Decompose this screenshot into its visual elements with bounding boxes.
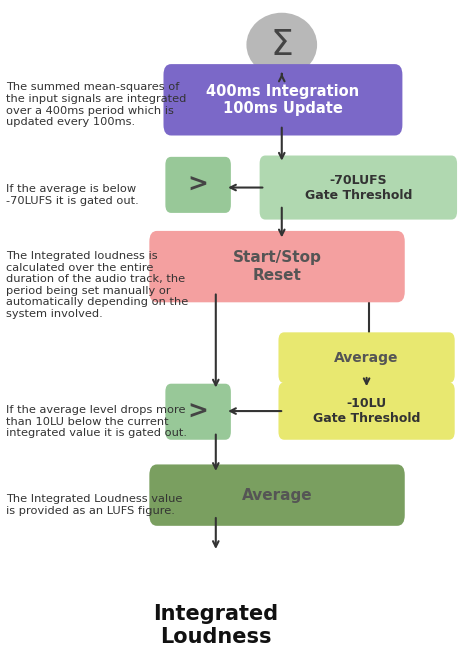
Text: The Integrated Loudness value
is provided as an LUFS figure.: The Integrated Loudness value is provide…: [6, 494, 182, 516]
Text: >: >: [188, 400, 209, 423]
Text: 400ms Integration
100ms Update: 400ms Integration 100ms Update: [206, 84, 359, 116]
FancyBboxPatch shape: [165, 157, 231, 213]
Text: Integrated
Loudness: Integrated Loudness: [153, 604, 278, 647]
Text: Start/Stop
Reset: Start/Stop Reset: [233, 251, 321, 283]
Text: Σ: Σ: [270, 27, 293, 62]
Text: The summed mean-squares of
the input signals are integrated
over a 400ms period : The summed mean-squares of the input sig…: [6, 82, 186, 127]
Ellipse shape: [246, 13, 317, 77]
Text: Average: Average: [334, 350, 399, 364]
FancyBboxPatch shape: [278, 332, 455, 383]
FancyBboxPatch shape: [149, 231, 405, 302]
Text: >: >: [188, 173, 209, 197]
FancyBboxPatch shape: [164, 64, 402, 135]
FancyBboxPatch shape: [149, 464, 405, 526]
FancyBboxPatch shape: [260, 155, 457, 220]
Text: -70LUFS
Gate Threshold: -70LUFS Gate Threshold: [305, 174, 412, 202]
Text: -10LU
Gate Threshold: -10LU Gate Threshold: [313, 397, 420, 425]
Text: The Integrated loudness is
calculated over the entire
duration of the audio trac: The Integrated loudness is calculated ov…: [6, 251, 188, 319]
FancyBboxPatch shape: [278, 383, 455, 440]
Text: If the average level drops more
than 10LU below the current
integrated value it : If the average level drops more than 10L…: [6, 405, 187, 438]
FancyBboxPatch shape: [165, 384, 231, 440]
Text: Average: Average: [242, 488, 312, 502]
Text: If the average is below
-70LUFS it is gated out.: If the average is below -70LUFS it is ga…: [6, 184, 139, 206]
